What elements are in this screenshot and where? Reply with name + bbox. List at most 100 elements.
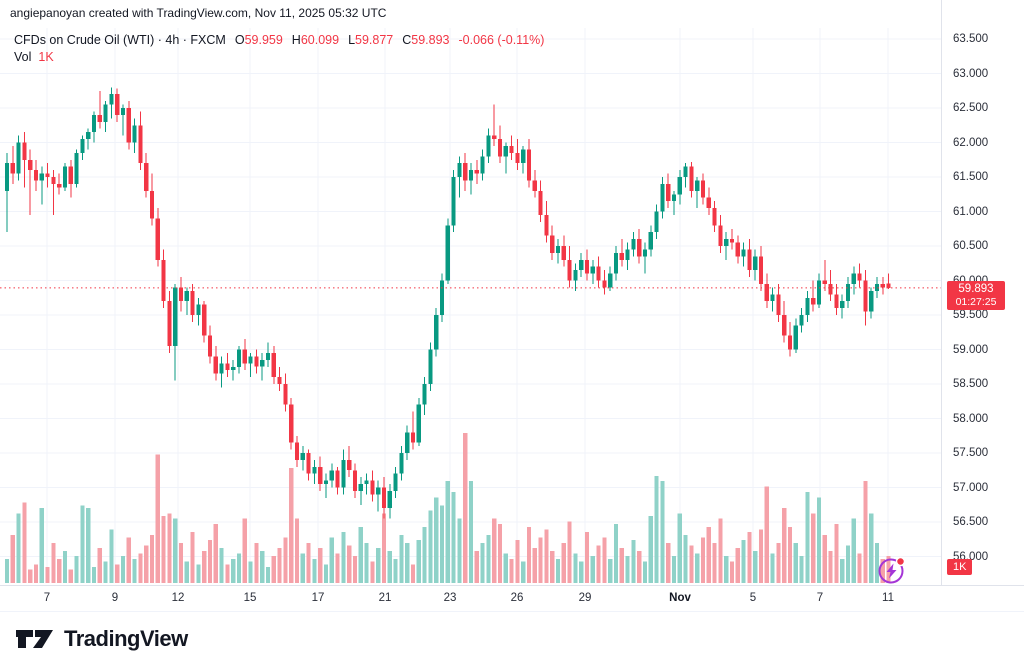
candle-body: [97, 114, 102, 122]
volume-bar: [782, 508, 787, 583]
candle-body: [625, 249, 630, 260]
candle-body: [579, 259, 584, 271]
volume-bar: [225, 564, 230, 584]
volume-bar: [376, 548, 381, 583]
volume-bar: [10, 534, 15, 583]
time-tick-label: 12: [171, 592, 185, 604]
candle-body: [416, 404, 421, 443]
candle-body: [393, 473, 398, 491]
candle-body: [22, 142, 27, 160]
volume-bar: [22, 502, 27, 583]
candle-wick: [412, 411, 414, 450]
time-tick-label: 7: [816, 592, 824, 604]
price-tick-label: 59.000: [953, 343, 989, 356]
candle-body: [631, 239, 636, 250]
candle-body: [16, 142, 21, 174]
candle-body: [161, 259, 166, 302]
chart-pane[interactable]: [0, 0, 941, 585]
candlestick-chart[interactable]: [0, 0, 941, 585]
volume-bar: [631, 540, 636, 583]
candle-body: [318, 466, 323, 485]
volume-bar: [584, 532, 590, 583]
volume-bar: [306, 542, 311, 583]
volume-bar: [207, 540, 213, 583]
volume-bar: [393, 558, 398, 583]
candle-body: [422, 384, 427, 405]
candle-body: [4, 163, 10, 191]
volume-bar: [776, 542, 781, 583]
volume-bar: [155, 454, 160, 583]
volume-bar: [805, 491, 810, 583]
candle-body: [213, 356, 218, 374]
candle-body: [515, 152, 520, 164]
volume-bar: [97, 548, 102, 583]
volume-bar: [294, 518, 300, 583]
volume-bar: [289, 467, 294, 583]
time-axis[interactable]: 7 9 12 15 17 21 23 26 29 Nov 5 7 11: [0, 585, 1024, 612]
candle-body: [370, 480, 375, 495]
price-tick-label: 58.500: [953, 378, 989, 390]
candle-body: [492, 135, 497, 140]
candle-body: [10, 163, 15, 174]
candle-body: [381, 487, 387, 509]
candle-body: [671, 194, 677, 202]
volume-bar: [579, 561, 584, 583]
volume-bar: [538, 537, 543, 583]
price-axis[interactable]: 63.500 63.000 62.500 62.000 61.500 61.000 60.5…: [941, 0, 1024, 585]
volume-bar: [219, 548, 224, 583]
volume-bar: [16, 513, 21, 583]
volume-bar: [178, 542, 184, 583]
volume-bar: [248, 561, 253, 583]
candle-body: [637, 239, 642, 257]
volume-bar: [845, 545, 851, 583]
volume-bar: [526, 526, 532, 584]
volume-bar: [677, 513, 682, 583]
candle-body: [840, 301, 845, 309]
candle-body: [874, 283, 880, 291]
candle-body: [590, 266, 595, 274]
volume-bar: [120, 556, 126, 583]
candle-body: [283, 384, 288, 405]
volume-bar: [416, 540, 421, 583]
symbol-title[interactable]: CFDs on Crude Oil (WTI) · 4h · FXCM: [14, 33, 226, 47]
candle-body: [509, 145, 514, 153]
price-tick-label: 57.500: [953, 447, 989, 459]
time-tick-label: 29: [578, 592, 592, 604]
volume-bar: [840, 558, 845, 583]
volume-bar: [260, 550, 265, 583]
volume-bar: [265, 566, 271, 583]
volume-bar: [45, 566, 50, 583]
candle-body: [851, 273, 856, 284]
symbol-legend: CFDs on Crude Oil (WTI) · 4h · FXCM O59.…: [14, 33, 544, 47]
candle-body: [805, 297, 810, 316]
volume-bar: [492, 518, 497, 583]
tradingview-logo[interactable]: TradingView: [14, 622, 188, 656]
volume-bar: [816, 497, 822, 583]
volume-bar: [33, 564, 39, 584]
candle-body: [741, 249, 746, 257]
volume-bar: [561, 542, 566, 583]
candle-body: [613, 252, 619, 274]
candle-body: [86, 132, 91, 140]
candle-body: [497, 139, 503, 157]
candle-body: [677, 177, 682, 195]
candle-body: [451, 177, 456, 226]
volume-bar: [80, 505, 85, 583]
volume-bar: [793, 542, 798, 583]
candle-body: [109, 94, 114, 105]
volume-bar: [57, 558, 62, 583]
volume-bar: [352, 556, 358, 583]
candle-body: [428, 349, 433, 384]
flash-icon[interactable]: [876, 554, 908, 586]
volume-bar: [387, 550, 392, 583]
candle-body: [700, 180, 706, 198]
candle-body: [33, 170, 39, 181]
candle-body: [323, 480, 329, 485]
footer: TradingView: [0, 613, 1024, 665]
price-tick-label: 57.000: [953, 481, 989, 494]
candle-wick: [888, 273, 890, 289]
candle-body: [207, 335, 213, 357]
candle-body: [886, 283, 891, 288]
volume-bar: [277, 548, 282, 583]
volume-bar: [654, 475, 659, 583]
